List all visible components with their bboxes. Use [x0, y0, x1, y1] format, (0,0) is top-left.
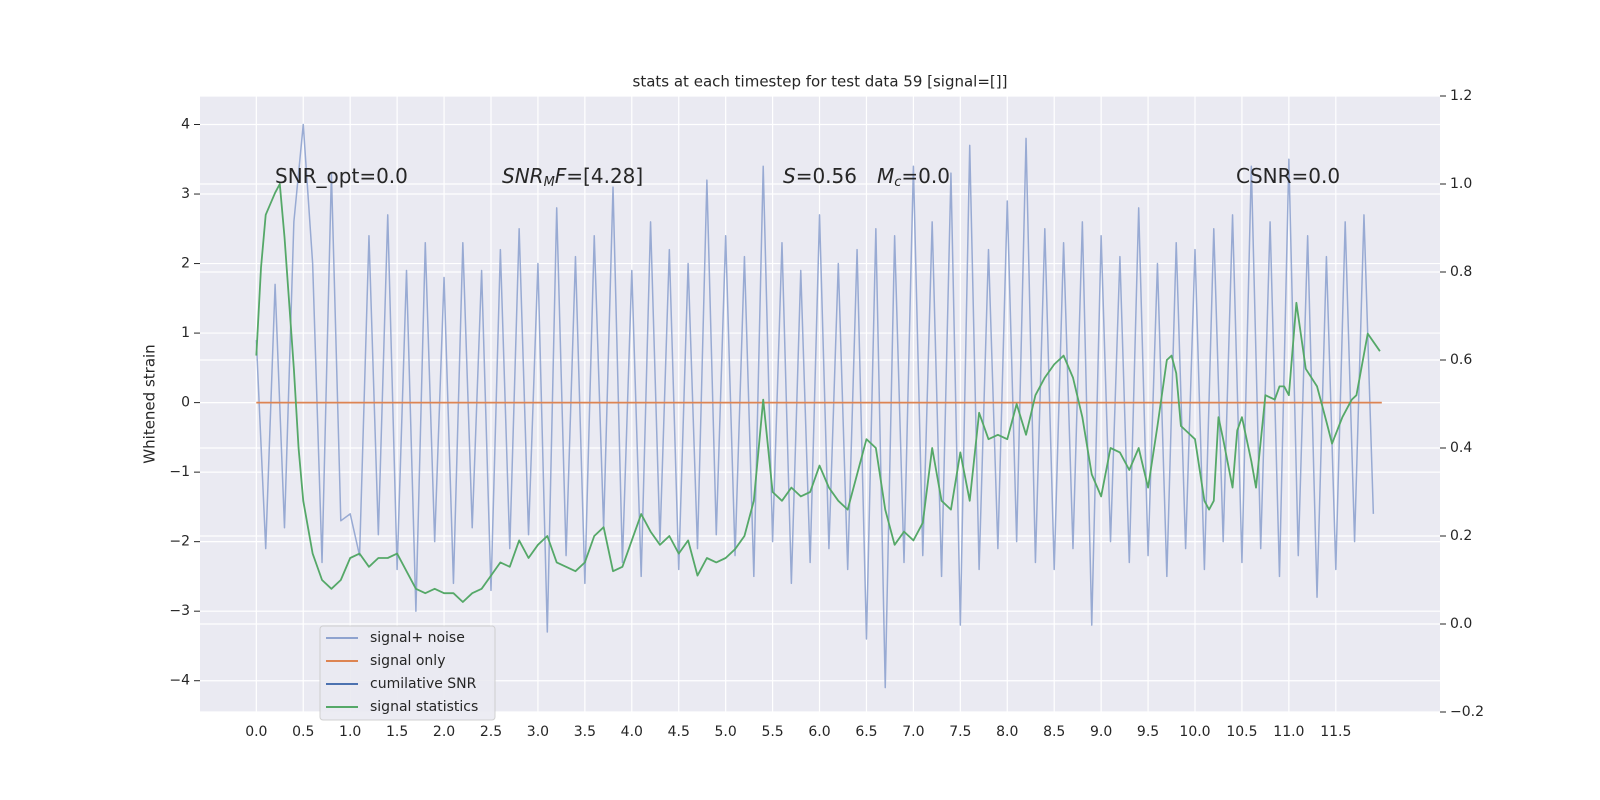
annotation-part: CSNR=0.0	[1236, 164, 1340, 188]
x-tick-label: 0.5	[292, 724, 314, 740]
y2-tick-label: 0.2	[1450, 528, 1472, 544]
series-line	[255, 183, 1381, 603]
annotation: SNR_opt=0.0	[275, 164, 408, 188]
y-tick-label: −1	[169, 464, 190, 480]
y-axis-label: Whitened strain	[141, 344, 159, 463]
x-tick-label: 2.5	[480, 724, 502, 740]
y-tick-label: 4	[181, 117, 190, 133]
x-tick-label: 6.5	[855, 724, 877, 740]
y-tick-label: 2	[181, 256, 190, 272]
y-tick-label: 1	[181, 325, 190, 341]
annotation-part: =[4.28]	[566, 164, 643, 188]
x-tick-label: 8.5	[1043, 724, 1065, 740]
x-tick-label: 8.0	[996, 724, 1018, 740]
x-tick-label: 3.0	[527, 724, 549, 740]
y2-tick-label: 0.8	[1450, 264, 1472, 280]
legend-label: cumilative SNR	[370, 676, 477, 692]
series-line	[255, 123, 1375, 689]
x-tick-label: 9.0	[1090, 724, 1112, 740]
y2-tick-label: 0.0	[1450, 616, 1472, 632]
x-tick-label: 2.0	[433, 724, 455, 740]
legend-label: signal+ noise	[370, 630, 465, 646]
x-tick-label: 11.0	[1273, 724, 1304, 740]
annotation-part: S	[783, 164, 796, 188]
x-tick-label: 4.5	[668, 724, 690, 740]
annotation-part: c	[894, 175, 901, 190]
annotation: S=0.56	[783, 164, 857, 188]
x-tick-label: 0.0	[245, 724, 267, 740]
annotation-part: F	[555, 164, 567, 188]
y-tick-label: 0	[181, 395, 190, 411]
legend-label: signal statistics	[370, 699, 478, 715]
x-tick-label: 7.0	[902, 724, 924, 740]
legend-label: signal only	[370, 653, 445, 669]
annotation: CSNR=0.0	[1236, 164, 1340, 188]
y-tick-label: −4	[169, 673, 190, 689]
x-tick-label: 1.0	[339, 724, 361, 740]
x-tick-label: 3.5	[574, 724, 596, 740]
x-tick-label: 11.5	[1320, 724, 1351, 740]
y2-tick-label: −0.2	[1450, 704, 1484, 720]
x-tick-label: 4.0	[621, 724, 643, 740]
x-tick-label: 6.0	[808, 724, 830, 740]
y-tick-label: 3	[181, 186, 190, 202]
y2-tick-label: 1.0	[1450, 176, 1472, 192]
y-tick-label: −3	[169, 603, 190, 619]
x-tick-label: 5.5	[761, 724, 783, 740]
annotation-part: =0.0	[901, 164, 950, 188]
annotation-part: SNR	[502, 164, 544, 188]
annotation-part: M	[544, 175, 555, 190]
annotation: SNRMF=[4.28]	[502, 164, 643, 190]
legend-box	[319, 625, 496, 721]
chart-title: stats at each timestep for test data 59 …	[633, 73, 1008, 91]
x-tick-label: 5.0	[715, 724, 737, 740]
annotation-part: =0.56	[796, 164, 857, 188]
y2-tick-label: 0.6	[1450, 352, 1472, 368]
x-tick-label: 10.0	[1179, 724, 1210, 740]
y2-tick-label: 0.4	[1450, 440, 1472, 456]
x-tick-label: 7.5	[949, 724, 971, 740]
annotation: Mc=0.0	[877, 164, 950, 190]
annotation-part: SNR_opt=0.0	[275, 164, 408, 188]
annotation-part: M	[877, 164, 894, 188]
x-tick-label: 9.5	[1137, 724, 1159, 740]
x-tick-label: 10.5	[1226, 724, 1257, 740]
x-tick-label: 1.5	[386, 724, 408, 740]
y-tick-label: −2	[169, 534, 190, 550]
y2-tick-label: 1.2	[1450, 88, 1472, 104]
